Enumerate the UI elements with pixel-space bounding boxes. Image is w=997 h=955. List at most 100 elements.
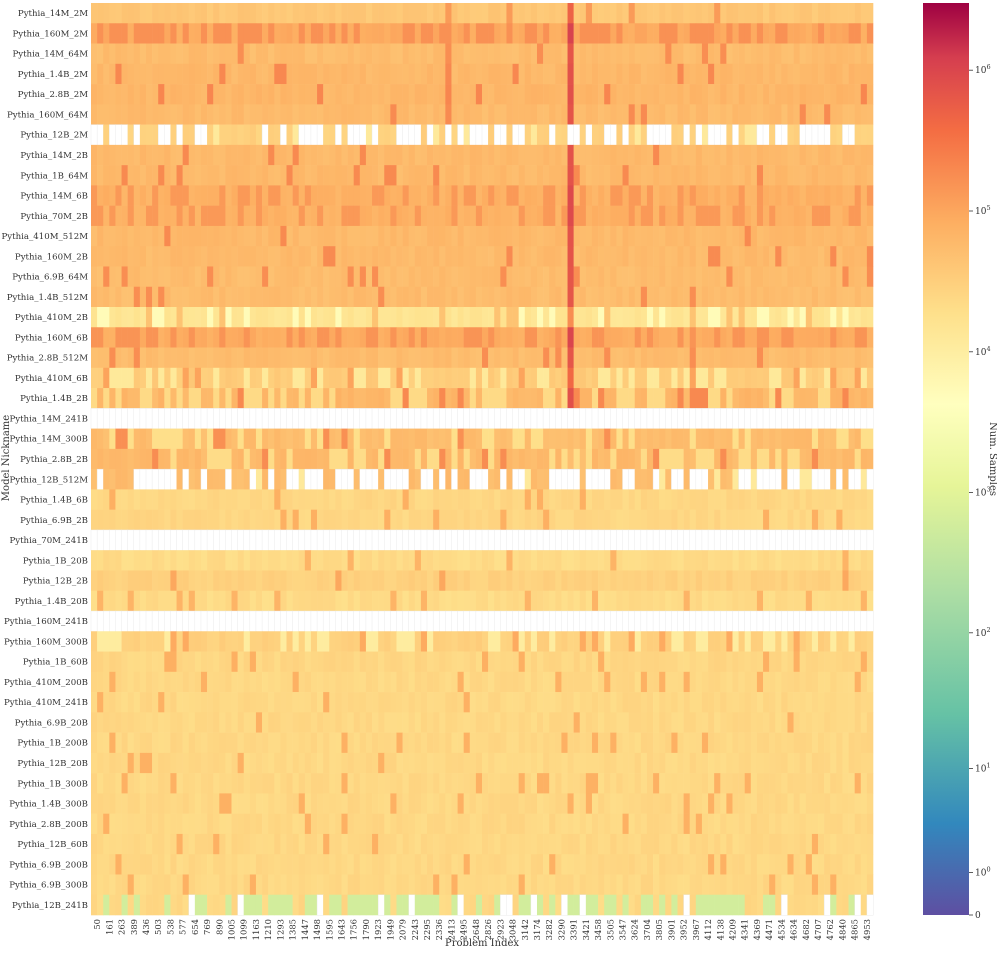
heatmap-cell <box>402 307 409 328</box>
heatmap-cell <box>158 84 165 105</box>
heatmap-cell <box>671 428 678 450</box>
heatmap-cell <box>494 428 501 450</box>
heatmap-cell <box>255 327 263 348</box>
heatmap-cell <box>341 712 348 733</box>
heatmap-cell <box>359 671 367 693</box>
heatmap-cell <box>591 63 599 85</box>
heatmap-cell <box>268 286 275 308</box>
heatmap-cell <box>292 550 300 571</box>
heatmap-cell <box>555 185 562 206</box>
heatmap-cell <box>255 367 263 389</box>
heatmap-cell <box>439 570 446 592</box>
heatmap-cell <box>567 550 574 571</box>
heatmap-cell <box>775 307 782 328</box>
heatmap-cell <box>329 165 336 186</box>
heatmap-cell <box>121 529 129 551</box>
heatmap-cell <box>213 104 220 125</box>
heatmap-cell <box>720 692 727 713</box>
heatmap-cell <box>750 610 758 632</box>
heatmap-cell <box>561 3 568 24</box>
heatmap-cell <box>842 367 849 389</box>
heatmap-cell <box>842 590 849 612</box>
heatmap-cell <box>298 286 306 308</box>
heatmap-cell <box>365 367 373 389</box>
heatmap-cell <box>451 367 458 389</box>
heatmap-cell <box>475 590 483 612</box>
heatmap-cell <box>359 3 367 24</box>
heatmap-cell <box>262 692 269 713</box>
heatmap-cell <box>775 327 782 348</box>
heatmap-cell <box>530 752 538 774</box>
heatmap-cell <box>97 327 104 348</box>
heatmap-cell <box>787 347 794 369</box>
heatmap-cell <box>365 448 373 470</box>
heatmap-cell <box>115 246 122 267</box>
heatmap-cell <box>457 63 464 85</box>
heatmap-cell <box>763 651 770 673</box>
heatmap-cell <box>628 732 636 754</box>
heatmap-cell <box>323 205 330 227</box>
heatmap-cell <box>598 266 605 288</box>
heatmap-cell <box>610 550 617 571</box>
heatmap-cell <box>604 388 611 409</box>
heatmap-cell <box>530 692 538 713</box>
heatmap-cell <box>103 692 110 713</box>
heatmap-cell <box>109 144 116 166</box>
heatmap-cell <box>598 732 605 754</box>
heatmap-cell <box>231 144 238 166</box>
heatmap-cell <box>170 732 177 754</box>
heatmap-cell <box>213 428 220 450</box>
heatmap-cell <box>188 428 196 450</box>
heatmap-cell <box>597 408 605 430</box>
heatmap-cell <box>170 428 177 450</box>
heatmap-cell <box>604 307 611 328</box>
heatmap-cell <box>414 144 422 166</box>
heatmap-cell <box>787 671 794 693</box>
heatmap-cell <box>268 225 275 247</box>
heatmap-cell <box>640 631 648 652</box>
heatmap-cell <box>555 3 562 24</box>
heatmap-cell <box>683 469 691 490</box>
heatmap-cell <box>854 144 862 166</box>
heatmap-cell <box>591 489 599 510</box>
heatmap-cell <box>781 692 788 713</box>
heatmap-cell <box>158 144 165 166</box>
heatmap-cell <box>555 307 562 328</box>
heatmap-cell <box>579 590 587 612</box>
heatmap-cell <box>579 307 587 328</box>
heatmap-cell <box>488 185 495 206</box>
heatmap-cell <box>200 367 208 389</box>
heatmap-cell <box>579 165 587 186</box>
heatmap-cell <box>500 631 507 652</box>
heatmap-cell <box>805 570 813 592</box>
heatmap-cell <box>824 590 831 612</box>
heatmap-cell <box>439 509 446 531</box>
heatmap-cell <box>457 651 464 673</box>
heatmap-cell <box>653 651 660 673</box>
heatmap-cell <box>255 631 263 652</box>
heatmap-cell <box>91 144 98 166</box>
heatmap-cell <box>213 489 220 510</box>
heatmap-cell <box>689 651 697 673</box>
heatmap-cell <box>530 347 538 369</box>
heatmap-cell <box>781 732 788 754</box>
heatmap-cell <box>280 529 288 551</box>
heatmap-cell <box>689 570 697 592</box>
heatmap-cell <box>384 327 391 348</box>
heatmap-cell <box>158 327 165 348</box>
heatmap-cell <box>732 367 739 389</box>
heatmap-cell <box>854 43 862 65</box>
heatmap-cell <box>708 43 715 65</box>
heatmap-cell <box>591 773 599 794</box>
heatmap-cell <box>310 124 318 146</box>
heatmap-cell <box>671 489 678 510</box>
heatmap-cell <box>512 63 519 85</box>
heatmap-cell <box>255 225 263 247</box>
heatmap-cell <box>158 671 165 693</box>
heatmap-cell <box>378 205 385 227</box>
heatmap-cell <box>384 590 391 612</box>
heatmap-cell <box>433 388 440 409</box>
heatmap-cell <box>469 266 477 288</box>
heatmap-cell <box>524 104 532 125</box>
heatmap-cell <box>720 225 727 247</box>
